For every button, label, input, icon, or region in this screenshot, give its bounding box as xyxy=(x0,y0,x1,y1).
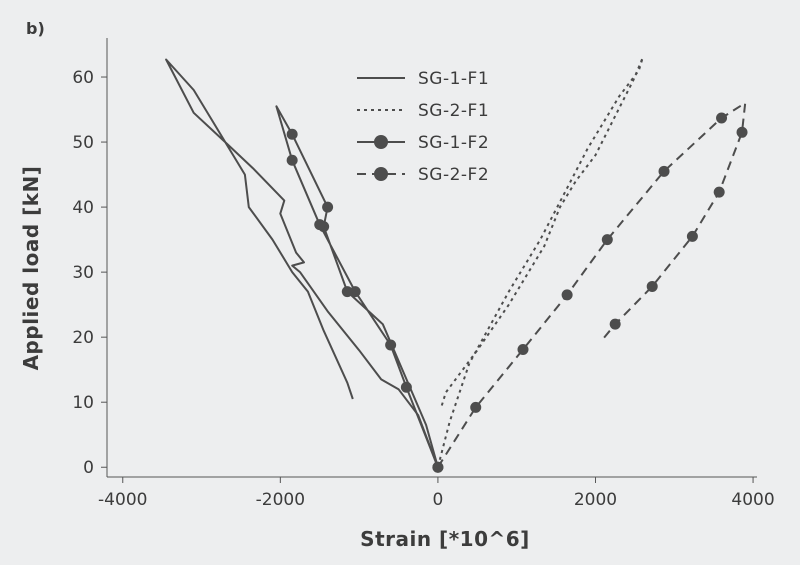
y-tick-label: 50 xyxy=(72,133,94,153)
data-point xyxy=(322,201,334,213)
data-point xyxy=(432,461,444,473)
data-point xyxy=(736,126,748,138)
series-line xyxy=(165,58,439,468)
data-point xyxy=(658,165,670,177)
y-tick-label: 0 xyxy=(83,458,94,478)
panel-label: b) xyxy=(26,19,45,38)
data-point xyxy=(470,401,482,413)
data-point xyxy=(341,286,353,298)
data-point xyxy=(601,234,613,246)
legend-label: SG-2-F2 xyxy=(418,165,489,185)
y-tick-label: 40 xyxy=(72,198,94,218)
legend-label: SG-1-F2 xyxy=(418,133,489,153)
data-point xyxy=(716,112,728,124)
legend-label: SG-2-F1 xyxy=(418,101,489,121)
x-tick-label: -4000 xyxy=(98,490,147,510)
y-tick-label: 10 xyxy=(72,393,94,413)
series-line xyxy=(275,105,439,468)
data-point xyxy=(286,154,298,166)
series-sg-1-f2 xyxy=(275,105,444,473)
data-point xyxy=(561,289,573,301)
series-sg-1-f1 xyxy=(165,58,439,468)
legend: SG-1-F1 SG-2-F1 SG-1-F2 SG-2-F2 xyxy=(357,69,489,185)
x-tick-label: 4000 xyxy=(731,490,774,510)
x-tick-label: -2000 xyxy=(256,490,305,510)
legend-marker xyxy=(374,135,388,149)
data-point xyxy=(349,286,361,298)
legend-marker xyxy=(374,167,388,181)
series-layer xyxy=(165,56,748,473)
x-tick-label: 0 xyxy=(432,490,443,510)
data-point xyxy=(314,219,326,231)
series-line xyxy=(437,102,747,468)
series-line xyxy=(436,56,644,468)
y-tick-label: 60 xyxy=(72,68,94,88)
legend-item: SG-1-F1 xyxy=(357,69,489,89)
y-tick-label: 30 xyxy=(72,263,94,283)
legend-item: SG-2-F1 xyxy=(357,101,489,121)
series-sg-2-f1 xyxy=(436,56,644,468)
y-axis-title: Applied load [kN] xyxy=(19,166,43,371)
series-sg-2-f2 xyxy=(432,102,748,473)
legend-item: SG-1-F2 xyxy=(357,133,489,153)
y-tick-label: 20 xyxy=(72,328,94,348)
x-tick-label: 2000 xyxy=(574,490,617,510)
data-point xyxy=(713,186,725,198)
data-point xyxy=(646,280,658,292)
data-point xyxy=(286,128,298,140)
data-point xyxy=(686,230,698,242)
x-axis-title: Strain [*10^6] xyxy=(360,527,530,551)
axes: -4000 -2000 0 2000 4000 0 10 20 30 40 50 60 xyxy=(72,38,775,510)
data-point xyxy=(385,339,397,351)
data-point xyxy=(400,381,412,393)
legend-label: SG-1-F1 xyxy=(418,69,489,89)
legend-item: SG-2-F2 xyxy=(357,165,489,185)
data-point xyxy=(609,318,621,330)
data-point xyxy=(517,344,529,356)
